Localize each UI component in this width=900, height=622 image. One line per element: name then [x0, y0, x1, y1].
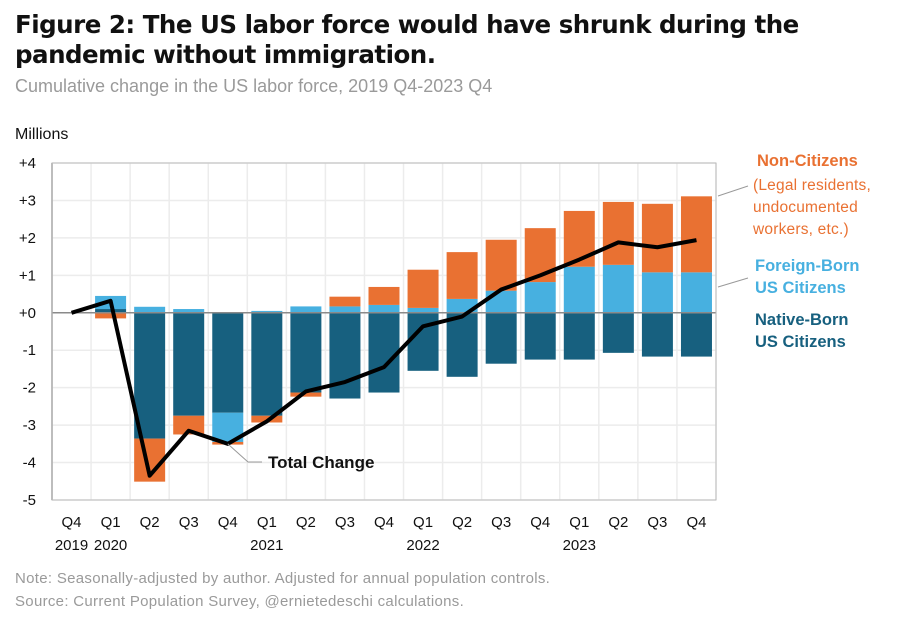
bar-non-citizens	[368, 286, 400, 305]
plot-border	[51, 162, 717, 501]
bar-foreign-born-us-citizens	[251, 310, 283, 313]
x-year-label: 2021	[250, 537, 283, 554]
non-citizens-label: workers, etc.)	[752, 221, 849, 238]
bar-native-born-us-citizens	[95, 309, 127, 313]
native-born-label: Native-Born	[755, 311, 849, 329]
x-year-label: 2019	[55, 537, 88, 554]
chart-title: Figure 2: The US labor force would have …	[15, 10, 799, 69]
bar-native-born-us-citizens	[212, 312, 244, 413]
foreign-born-label: Foreign-Born	[755, 257, 860, 275]
non-citizens-label: Non-Citizens	[757, 152, 858, 170]
bar-native-born-us-citizens	[290, 312, 322, 393]
bar-non-citizens	[290, 392, 322, 397]
bar-native-born-us-citizens	[134, 312, 166, 439]
bar-foreign-born-us-citizens	[368, 304, 400, 313]
bar-foreign-born-us-citizens	[134, 306, 166, 313]
x-tick-label: Q4	[686, 514, 706, 531]
x-tick-label: Q2	[608, 514, 628, 531]
x-year-label: 2022	[406, 537, 439, 554]
x-tick-label: Q2	[452, 514, 472, 531]
bar-non-citizens	[173, 415, 205, 435]
x-year-label: 2020	[94, 537, 127, 554]
x-tick-label: Q4	[530, 514, 550, 531]
bar-non-citizens	[602, 201, 634, 265]
bar-foreign-born-us-citizens	[407, 307, 439, 313]
bar-native-born-us-citizens	[602, 312, 634, 353]
bar-non-citizens	[485, 239, 517, 291]
bar-foreign-born-us-citizens	[680, 272, 712, 313]
bar-native-born-us-citizens	[368, 312, 400, 393]
total-change-label: Total Change	[268, 453, 374, 472]
bar-foreign-born-us-citizens	[641, 272, 673, 313]
y-tick-label: -1	[23, 342, 36, 359]
y-tick-label: -3	[23, 417, 36, 434]
bar-native-born-us-citizens	[563, 312, 595, 360]
x-tick-label: Q4	[218, 514, 238, 531]
footnote: Note: Seasonally-adjusted by author. Adj…	[15, 570, 551, 587]
x-tick-label: Q3	[647, 514, 667, 531]
bar-native-born-us-citizens	[446, 312, 478, 377]
non-citizens-label: undocumented	[753, 199, 858, 216]
bar-native-born-us-citizens	[485, 312, 517, 364]
bar-foreign-born-us-citizens	[329, 306, 361, 313]
native-born-label: US Citizens	[755, 333, 846, 351]
x-tick-label: Q4	[62, 514, 82, 531]
bar-foreign-born-us-citizens	[290, 306, 322, 313]
y-tick-label: +4	[19, 155, 36, 172]
bar-foreign-born-us-citizens	[563, 266, 595, 313]
foreign-born-label: US Citizens	[755, 279, 846, 297]
y-axis-label: Millions	[15, 126, 68, 143]
y-tick-label: +0	[19, 305, 36, 322]
x-tick-label: Q1	[101, 514, 121, 531]
x-tick-label: Q1	[257, 514, 277, 531]
bar-non-citizens	[407, 269, 439, 308]
y-tick-label: -2	[23, 380, 36, 397]
bar-native-born-us-citizens	[524, 312, 556, 360]
x-year-label: 2023	[563, 537, 596, 554]
chart-subtitle: Cumulative change in the US labor force,…	[15, 76, 493, 96]
bar-non-citizens	[95, 312, 127, 319]
x-tick-label: Q2	[296, 514, 316, 531]
bar-non-citizens	[329, 296, 361, 307]
y-tick-label: -5	[23, 492, 36, 509]
y-tick-label: +2	[19, 230, 36, 247]
source-note: Source: Current Population Survey, @erni…	[15, 593, 465, 610]
total-change-leader	[227, 443, 262, 463]
bar-native-born-us-citizens	[407, 312, 439, 371]
bar-foreign-born-us-citizens	[524, 282, 556, 313]
bar-native-born-us-citizens	[173, 312, 205, 416]
y-tick-label: -4	[23, 455, 36, 472]
x-tick-label: Q3	[335, 514, 355, 531]
bar-foreign-born-us-citizens	[602, 264, 634, 313]
x-tick-label: Q4	[374, 514, 394, 531]
bar-native-born-us-citizens	[251, 312, 283, 416]
bar-native-born-us-citizens	[641, 312, 673, 357]
y-tick-label: +1	[19, 267, 36, 284]
bar-foreign-born-us-citizens	[173, 309, 205, 313]
bar-non-citizens	[446, 252, 478, 299]
non-citizens-label: (Legal residents,	[753, 177, 871, 194]
foreign-born-leader	[717, 277, 749, 288]
non-citizens-leader	[717, 185, 749, 197]
x-tick-label: Q1	[413, 514, 433, 531]
x-tick-label: Q2	[140, 514, 160, 531]
y-tick-label: +3	[19, 192, 36, 209]
x-tick-label: Q3	[491, 514, 511, 531]
x-tick-label: Q1	[569, 514, 589, 531]
bar-non-citizens	[680, 196, 712, 273]
bar-native-born-us-citizens	[680, 312, 712, 357]
bar-non-citizens	[641, 203, 673, 273]
bar-foreign-born-us-citizens	[485, 290, 517, 313]
x-tick-label: Q3	[179, 514, 199, 531]
